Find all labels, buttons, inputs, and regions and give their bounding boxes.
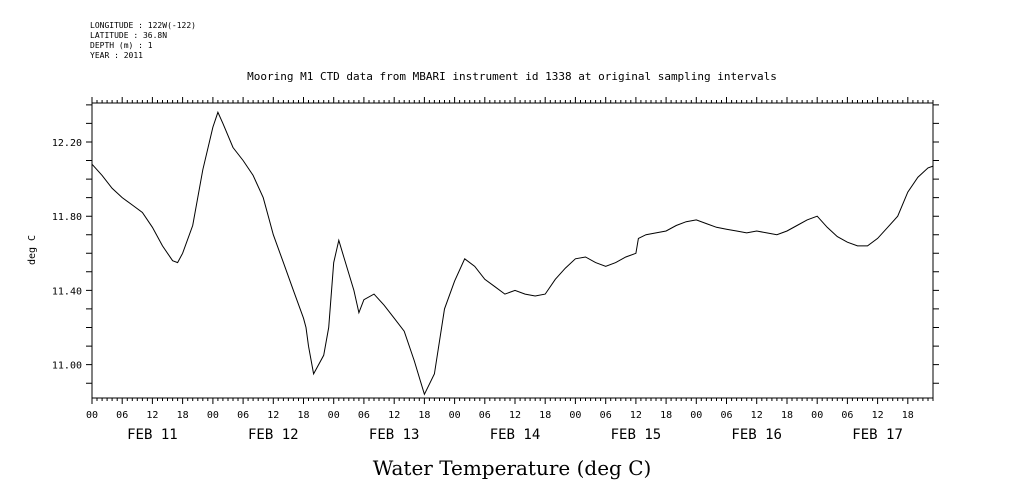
x-tick-label: 06 — [720, 410, 732, 421]
day-label: FEB 17 — [852, 427, 903, 443]
meta-latitude: LATITUDE : 36.8N — [90, 31, 168, 40]
x-tick-label: 06 — [116, 410, 128, 421]
x-tick-label: 12 — [267, 410, 279, 421]
meta-year: YEAR : 2011 — [90, 51, 143, 60]
x-tick-label: 18 — [902, 410, 914, 421]
x-tick-label: 12 — [146, 410, 158, 421]
chart-title: Mooring M1 CTD data from MBARI instrumen… — [247, 70, 777, 83]
x-tick-label: 00 — [811, 410, 823, 421]
x-axis-label: Water Temperature (deg C) — [373, 456, 652, 480]
x-tick-label: 18 — [418, 410, 430, 421]
tick-path — [86, 97, 939, 404]
day-label: FEB 14 — [490, 427, 541, 443]
x-tick-label: 06 — [237, 410, 249, 421]
tick-marks — [86, 97, 939, 404]
x-tick-labels: 00 06 12 18 00 06 12 18 00 06 12 18 00 06 12 18 00 06 12 18… — [86, 410, 914, 421]
x-tick-label: 18 — [297, 410, 309, 421]
x-tick-label: 06 — [600, 410, 612, 421]
y-tick-label: 11.80 — [52, 212, 82, 223]
x-tick-label: 00 — [690, 410, 702, 421]
x-tick-label: 06 — [358, 410, 370, 421]
x-tick-label: 12 — [509, 410, 521, 421]
y-tick-label: 11.00 — [52, 361, 82, 372]
day-label: FEB 15 — [611, 427, 662, 443]
x-tick-label: 12 — [630, 410, 642, 421]
meta-depth: DEPTH (m) : 1 — [90, 41, 153, 50]
x-tick-label: 00 — [569, 410, 581, 421]
y-axis-label: deg C — [27, 235, 38, 265]
y-tick-label: 12.20 — [52, 138, 82, 149]
x-tick-label: 18 — [539, 410, 551, 421]
x-tick-label: 12 — [751, 410, 763, 421]
day-label: FEB 11 — [127, 427, 178, 443]
series-line — [91, 110, 934, 396]
x-tick-label: 18 — [660, 410, 672, 421]
x-tick-label: 12 — [872, 410, 884, 421]
metadata-block: LONGITUDE : 122W(-122) LATITUDE : 36.8N … — [90, 21, 196, 61]
day-label: FEB 12 — [248, 427, 299, 443]
x-tick-label: 12 — [388, 410, 400, 421]
x-tick-label: 06 — [479, 410, 491, 421]
x-tick-label: 00 — [449, 410, 461, 421]
x-tick-label: 00 — [86, 410, 98, 421]
x-tick-label: 00 — [207, 410, 219, 421]
day-labels: FEB 11 FEB 12 FEB 13 FEB 14 FEB 15 FEB 16 FEB … — [127, 427, 903, 443]
x-tick-label: 18 — [177, 410, 189, 421]
x-tick-label: 06 — [841, 410, 853, 421]
y-tick-labels: 11.00 11.40 11.80 12.20 — [52, 138, 82, 372]
day-label: FEB 16 — [731, 427, 782, 443]
x-tick-label: 18 — [781, 410, 793, 421]
day-label: FEB 13 — [369, 427, 420, 443]
plot-frame — [91, 102, 934, 399]
x-tick-label: 00 — [328, 410, 340, 421]
meta-longitude: LONGITUDE : 122W(-122) — [90, 21, 196, 30]
y-tick-label: 11.40 — [52, 286, 82, 297]
